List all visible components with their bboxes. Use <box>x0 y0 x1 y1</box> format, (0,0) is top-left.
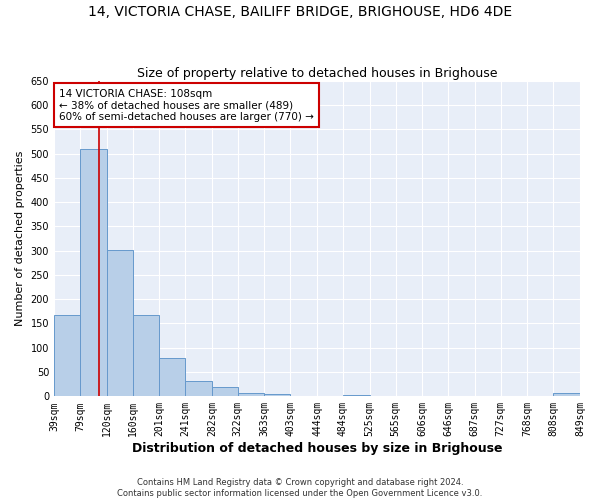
Bar <box>212 387 238 396</box>
Bar <box>238 393 265 396</box>
Text: Contains HM Land Registry data © Crown copyright and database right 2024.
Contai: Contains HM Land Registry data © Crown c… <box>118 478 482 498</box>
Title: Size of property relative to detached houses in Brighouse: Size of property relative to detached ho… <box>137 66 497 80</box>
Bar <box>185 382 212 396</box>
Text: 14 VICTORIA CHASE: 108sqm
← 38% of detached houses are smaller (489)
60% of semi: 14 VICTORIA CHASE: 108sqm ← 38% of detac… <box>59 88 314 122</box>
Bar <box>107 250 133 396</box>
Y-axis label: Number of detached properties: Number of detached properties <box>15 151 25 326</box>
Bar <box>265 394 290 396</box>
Bar <box>54 314 80 396</box>
Bar <box>553 394 580 396</box>
Bar <box>343 395 370 396</box>
Text: 14, VICTORIA CHASE, BAILIFF BRIDGE, BRIGHOUSE, HD6 4DE: 14, VICTORIA CHASE, BAILIFF BRIDGE, BRIG… <box>88 5 512 19</box>
Bar <box>80 148 107 396</box>
Bar <box>159 358 185 397</box>
Bar <box>133 314 159 396</box>
X-axis label: Distribution of detached houses by size in Brighouse: Distribution of detached houses by size … <box>132 442 502 455</box>
